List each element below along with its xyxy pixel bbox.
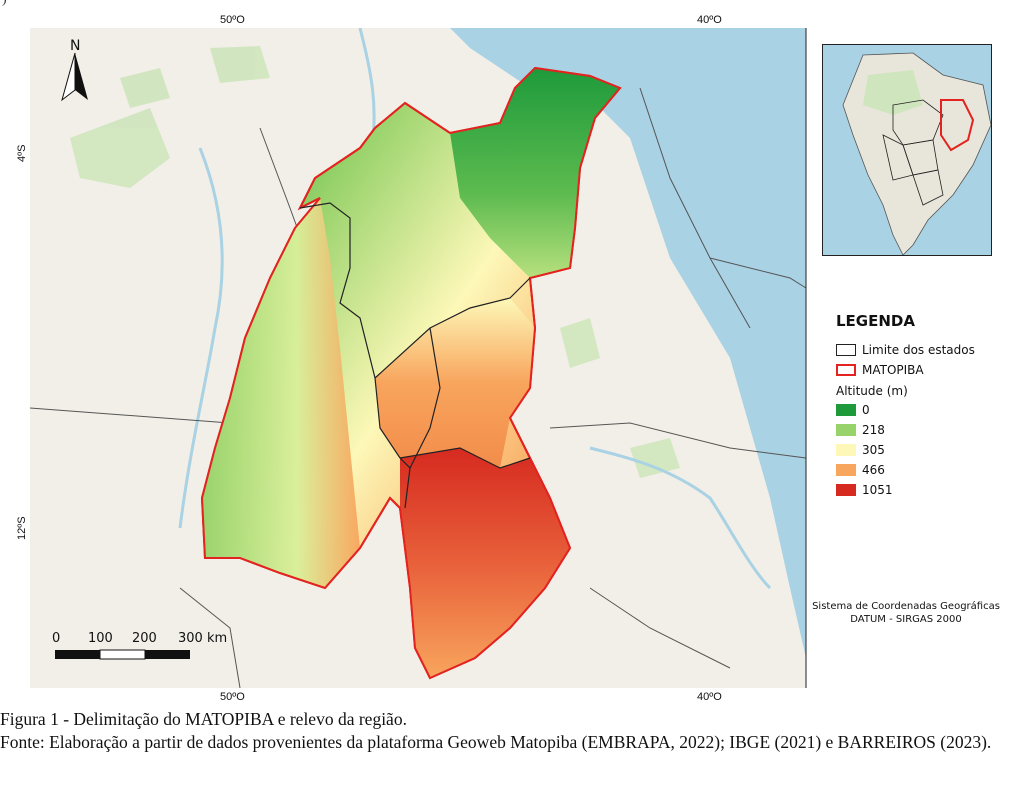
legend-row-alt-218: 218	[836, 420, 996, 440]
south-america-land	[842, 52, 991, 255]
scale-label-300: 300 km	[178, 631, 227, 646]
legend: LEGENDA Limite dos estados MATOPIBA Alti…	[836, 312, 996, 500]
legend-row-matopiba: MATOPIBA	[836, 360, 996, 380]
inset-map	[822, 44, 992, 256]
altitude-title: Altitude (m)	[836, 384, 908, 398]
coord-bottom-right: 40ºO	[697, 691, 722, 703]
scale-label-200: 200	[132, 631, 157, 646]
matopiba-outline	[200, 66, 622, 680]
legend-title: LEGENDA	[836, 312, 915, 330]
legend-row-alt-305: 305	[836, 440, 996, 460]
coord-left-12s: 12ºS	[16, 516, 28, 540]
tocantins-west	[202, 198, 360, 588]
coord-left-4s: 4ºS	[16, 144, 28, 162]
state-limit-swatch	[836, 344, 856, 356]
figure-title: Figura 1 - Delimitação do MATOPIBA e rel…	[0, 709, 407, 729]
bahia-west-highland	[400, 448, 570, 678]
matopiba-swatch	[836, 364, 856, 376]
legend-row-alt-1051: 1051	[836, 480, 996, 500]
piaui-south	[375, 298, 535, 468]
scale-label-100: 100	[88, 631, 113, 646]
legend-row-alt-0: 0	[836, 400, 996, 420]
scale-label-0: 0	[52, 631, 60, 646]
figure-caption: Figura 1 - Delimitação do MATOPIBA e rel…	[0, 708, 1022, 754]
state-borders	[30, 87, 807, 688]
legend-row-alt-466: 466	[836, 460, 996, 480]
maranhao-north-lowland	[450, 68, 620, 278]
legend-row-state-limit: Limite dos estados	[836, 340, 996, 360]
inset-matopiba-outline	[940, 99, 975, 152]
crs-line-2: DATUM - SIRGAS 2000	[850, 614, 962, 625]
internal-state-borders	[299, 202, 531, 509]
alt-305-swatch	[836, 444, 856, 456]
scale-bar	[55, 649, 190, 660]
main-map: N 0 100 200 300 km	[30, 28, 1006, 688]
vegetation-patches	[70, 46, 680, 478]
top-text-fragment: )	[0, 0, 1022, 8]
alt-218-swatch	[836, 424, 856, 436]
figure-source: Fonte: Elaboração a partir de dados prov…	[0, 732, 992, 752]
coord-bottom-left: 50ºO	[220, 691, 245, 703]
alt-1051-swatch	[836, 484, 856, 496]
coord-top-left: 50ºO	[220, 14, 245, 26]
alt-0-swatch	[836, 404, 856, 416]
north-arrow-icon	[61, 52, 88, 102]
coordinate-system-note: Sistema de Coordenadas Geográficas DATUM…	[806, 600, 1006, 626]
alt-466-swatch	[836, 464, 856, 476]
north-label: N	[70, 38, 80, 54]
coord-top-right: 40ºO	[697, 14, 722, 26]
crs-line-1: Sistema de Coordenadas Geográficas	[812, 601, 1000, 612]
ocean-area	[450, 28, 806, 658]
